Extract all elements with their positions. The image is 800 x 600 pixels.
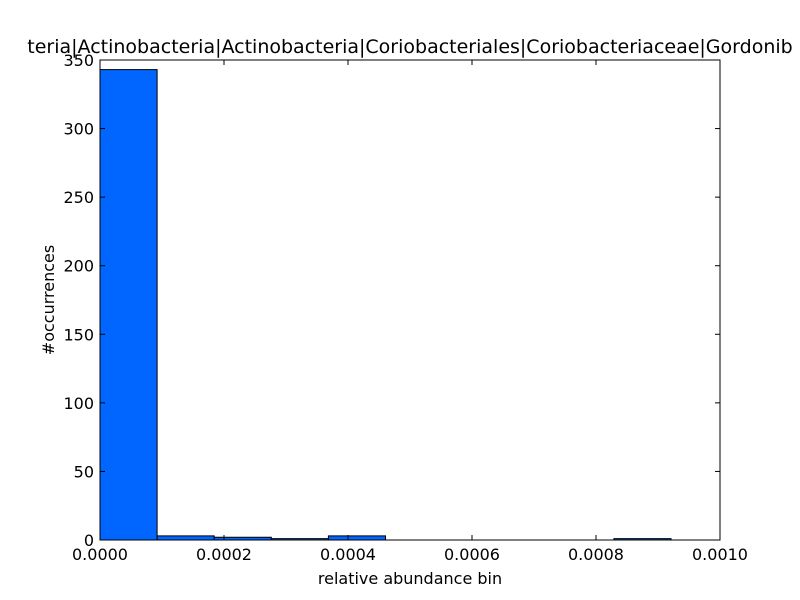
y-axis-label: #occurrences [39, 245, 58, 355]
y-tick-label: 100 [63, 394, 94, 413]
x-axis-ticks: 0.0000 0.0002 0.0004 0.0006 0.0008 0.0010 [72, 60, 748, 564]
x-tick-label: 0.0002 [196, 545, 252, 564]
y-tick-label: 200 [63, 257, 94, 276]
x-tick-label: 0.0006 [444, 545, 500, 564]
y-tick-label: 50 [74, 462, 94, 481]
chart-title: teria|Actinobacteria|Actinobacteria|Cori… [27, 36, 792, 58]
histogram-bar [156, 535, 215, 541]
y-tick-label: 250 [63, 188, 94, 207]
histogram-bar [99, 69, 158, 541]
y-tick-label: 150 [63, 325, 94, 344]
x-tick-label: 0.0008 [568, 545, 624, 564]
histogram-bar [327, 535, 387, 541]
y-tick-label: 350 [63, 51, 94, 70]
x-tick-label: 0.0004 [320, 545, 376, 564]
plot-frame [99, 59, 721, 541]
x-axis-label: relative abundance bin [318, 569, 502, 588]
plot-area [100, 60, 720, 540]
x-tick-label: 0.0000 [72, 545, 128, 564]
x-tick-label: 0.0010 [692, 545, 748, 564]
y-axis-ticks: 0 50 100 150 200 250 300 350 [63, 51, 720, 550]
y-tick-label: 300 [63, 120, 94, 139]
y-tick-label: 0 [84, 531, 94, 550]
